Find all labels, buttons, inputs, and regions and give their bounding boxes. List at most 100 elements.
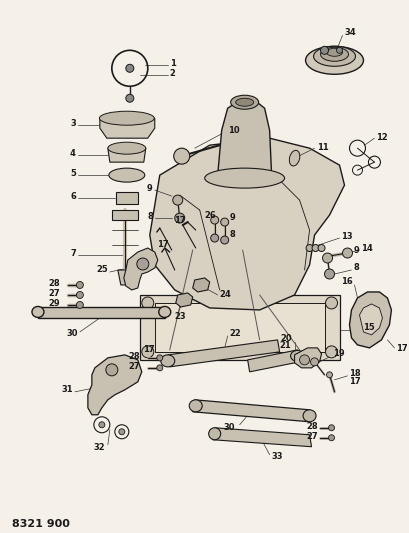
- Circle shape: [322, 253, 332, 263]
- Circle shape: [142, 297, 153, 309]
- Circle shape: [142, 346, 153, 358]
- Text: 7: 7: [70, 248, 76, 257]
- Text: 9: 9: [229, 213, 235, 222]
- Circle shape: [326, 372, 332, 378]
- Text: 23: 23: [174, 312, 186, 321]
- Text: 8321 900: 8321 900: [12, 519, 70, 529]
- Text: 17: 17: [156, 239, 168, 248]
- Circle shape: [156, 355, 162, 361]
- Polygon shape: [217, 100, 271, 175]
- Polygon shape: [112, 210, 137, 220]
- Circle shape: [76, 292, 83, 298]
- Circle shape: [137, 258, 148, 270]
- Circle shape: [299, 355, 309, 365]
- Circle shape: [99, 422, 105, 428]
- Polygon shape: [247, 350, 299, 372]
- Polygon shape: [108, 148, 146, 162]
- Text: 27: 27: [128, 362, 139, 372]
- Ellipse shape: [158, 306, 170, 318]
- Polygon shape: [116, 192, 137, 204]
- Text: 17: 17: [396, 344, 407, 353]
- Circle shape: [76, 302, 83, 309]
- Circle shape: [220, 218, 228, 226]
- Polygon shape: [167, 340, 279, 367]
- Circle shape: [320, 46, 328, 54]
- Ellipse shape: [204, 168, 284, 188]
- Text: 33: 33: [271, 452, 283, 461]
- Text: 22: 22: [229, 329, 241, 338]
- Polygon shape: [359, 304, 382, 335]
- Text: 30: 30: [66, 329, 78, 338]
- Ellipse shape: [313, 46, 355, 66]
- Text: 30: 30: [222, 423, 234, 432]
- Ellipse shape: [311, 245, 318, 252]
- Polygon shape: [124, 248, 157, 290]
- Polygon shape: [212, 428, 311, 447]
- Text: 21: 21: [279, 341, 291, 350]
- Text: 17: 17: [173, 215, 185, 224]
- Circle shape: [325, 297, 337, 309]
- Ellipse shape: [208, 428, 220, 440]
- Polygon shape: [117, 270, 131, 285]
- Ellipse shape: [230, 95, 258, 109]
- Ellipse shape: [32, 306, 44, 318]
- Text: 8: 8: [147, 212, 153, 221]
- Ellipse shape: [317, 245, 324, 252]
- Ellipse shape: [289, 150, 299, 166]
- Text: 16: 16: [340, 278, 352, 286]
- Polygon shape: [149, 138, 344, 310]
- Polygon shape: [348, 292, 391, 348]
- Text: 26: 26: [204, 211, 216, 220]
- Circle shape: [328, 435, 334, 441]
- Circle shape: [76, 281, 83, 288]
- Text: 12: 12: [375, 133, 387, 142]
- Circle shape: [119, 429, 124, 435]
- Circle shape: [325, 346, 337, 358]
- Polygon shape: [38, 307, 164, 318]
- Circle shape: [172, 195, 182, 205]
- Polygon shape: [155, 303, 324, 352]
- Text: 13: 13: [341, 231, 352, 240]
- Circle shape: [210, 216, 218, 224]
- Circle shape: [336, 47, 342, 53]
- Text: 2: 2: [169, 69, 175, 78]
- Circle shape: [324, 269, 334, 279]
- Text: 20: 20: [279, 334, 291, 343]
- Circle shape: [174, 213, 184, 223]
- Ellipse shape: [108, 142, 146, 154]
- Text: 3: 3: [70, 119, 76, 128]
- Text: 10: 10: [227, 126, 239, 135]
- Circle shape: [210, 234, 218, 242]
- Ellipse shape: [290, 350, 304, 361]
- Circle shape: [156, 365, 162, 371]
- Ellipse shape: [99, 111, 154, 125]
- Text: 25: 25: [96, 265, 108, 274]
- Text: 15: 15: [363, 324, 374, 333]
- Circle shape: [310, 358, 318, 366]
- Text: 28: 28: [48, 279, 60, 288]
- Text: 28: 28: [305, 422, 317, 431]
- Circle shape: [342, 248, 352, 258]
- Text: 8: 8: [353, 263, 358, 272]
- Circle shape: [173, 148, 189, 164]
- Text: 17: 17: [348, 377, 360, 386]
- Text: 28: 28: [128, 352, 139, 361]
- Text: 19: 19: [333, 349, 344, 358]
- Ellipse shape: [160, 355, 174, 367]
- Polygon shape: [175, 293, 192, 307]
- Circle shape: [106, 364, 117, 376]
- Text: 17: 17: [142, 345, 154, 354]
- Ellipse shape: [108, 168, 144, 182]
- Text: 8: 8: [229, 230, 235, 239]
- Text: 27: 27: [48, 289, 60, 298]
- Ellipse shape: [326, 49, 342, 56]
- Ellipse shape: [302, 410, 315, 422]
- Circle shape: [126, 94, 133, 102]
- Ellipse shape: [235, 98, 253, 106]
- Text: 29: 29: [48, 300, 60, 309]
- Ellipse shape: [320, 47, 348, 61]
- Ellipse shape: [189, 400, 202, 412]
- Polygon shape: [88, 355, 142, 415]
- Ellipse shape: [305, 46, 363, 74]
- Text: 5: 5: [70, 168, 76, 177]
